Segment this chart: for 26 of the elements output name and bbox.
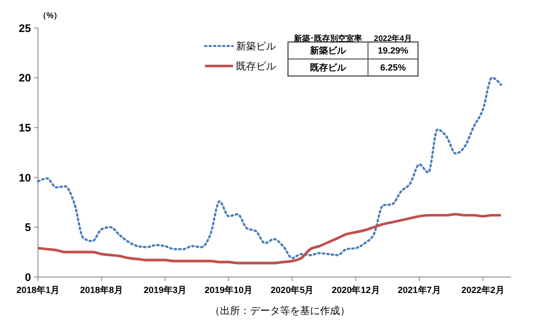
- y-tick-label: 5: [24, 222, 31, 234]
- x-tick-label: 2020年12月: [332, 285, 380, 295]
- x-tick-label: 2019年10月: [204, 285, 253, 295]
- annotation: 19.29%: [378, 46, 408, 56]
- y-tick-label: 25: [18, 22, 31, 35]
- x-tick-label: 2021年7月: [398, 285, 441, 295]
- x-tick-label: 2018年1月: [16, 285, 60, 295]
- legend-label: 既存ビル: [236, 60, 276, 72]
- y-tick-label: 0: [24, 272, 31, 284]
- y-tick-label: 10: [18, 172, 31, 184]
- x-tick-label: 2018年8月: [80, 285, 124, 295]
- x-tick-label: 2020年5月: [270, 285, 314, 295]
- x-tick-label: 2022年2月: [461, 285, 504, 295]
- line-series: [36, 76, 502, 260]
- legend-label: 新築ビル: [236, 40, 276, 52]
- annotation: 6.25%: [380, 62, 406, 73]
- y-axis-title: （%）: [38, 11, 62, 20]
- y-tick-label: 15: [18, 122, 31, 134]
- annotation: 新築･既存別空室率: [293, 32, 362, 43]
- line-series: [36, 212, 502, 264]
- annotation: 既存ビル: [310, 62, 347, 73]
- y-tick-label: 20: [18, 72, 31, 85]
- x-tick-label: 2019年3月: [144, 285, 187, 295]
- annotation: 新築ビル: [309, 46, 347, 56]
- text: （出所：データ等を基に作成）: [210, 305, 350, 317]
- annotation: 2022年4月: [374, 34, 412, 43]
